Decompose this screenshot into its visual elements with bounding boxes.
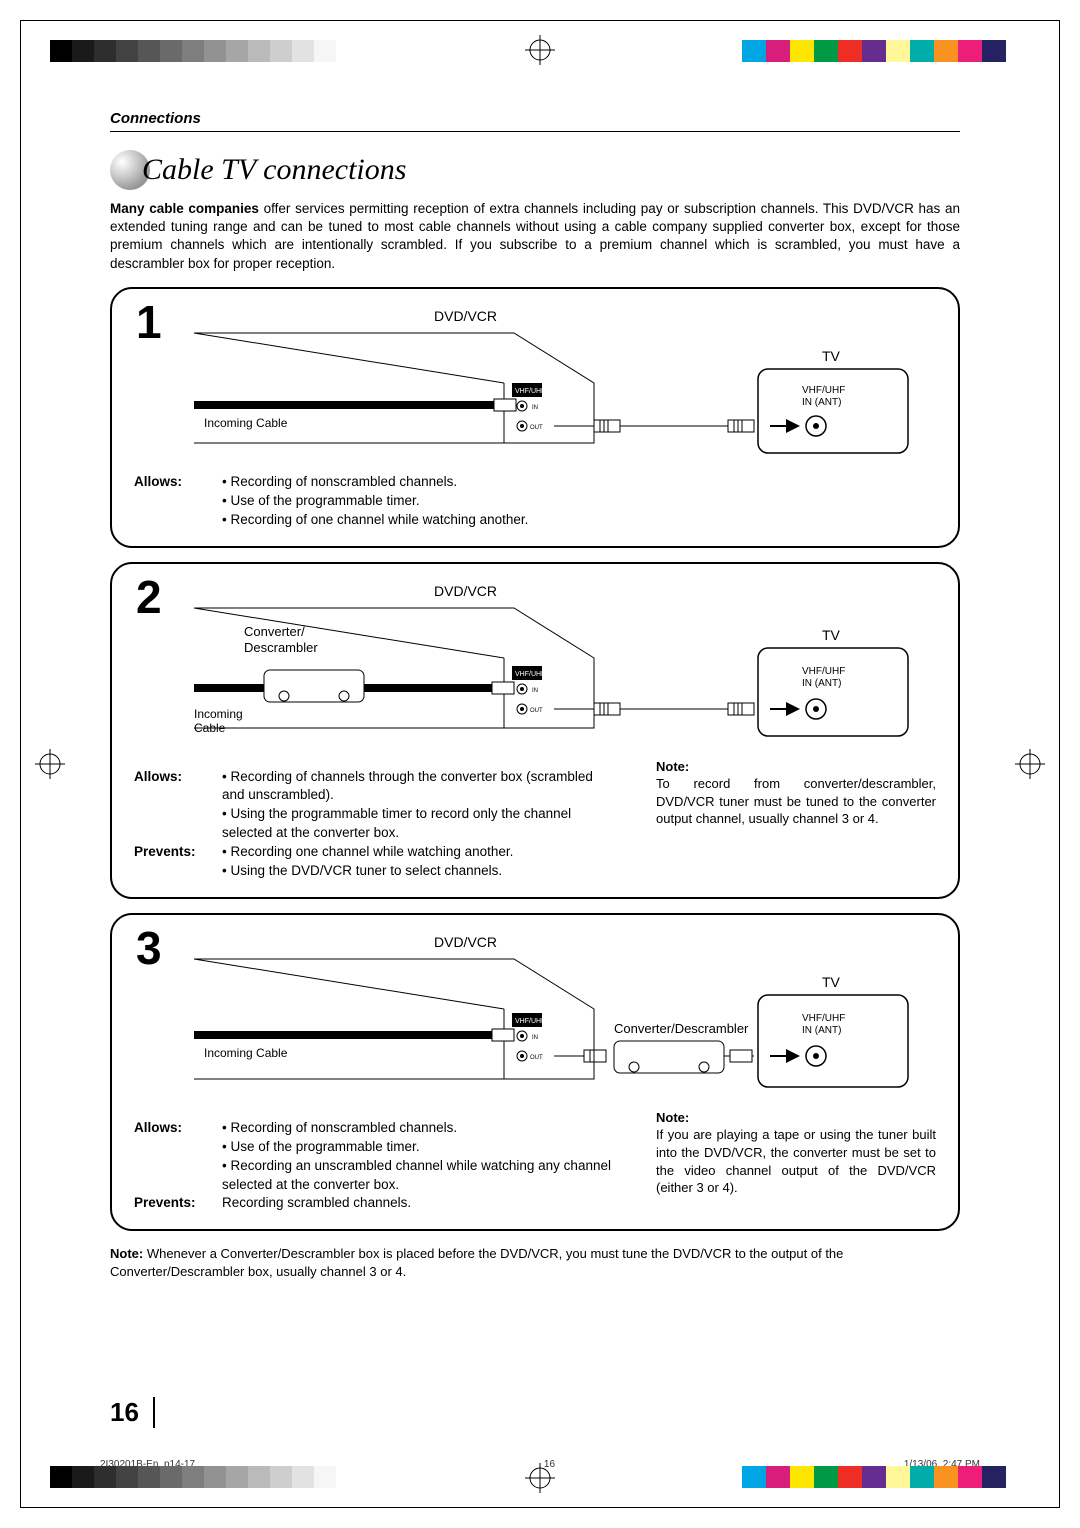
color-bar <box>742 40 1030 62</box>
list-item: Use of the programmable timer. <box>222 492 936 511</box>
list-item: Recording of nonscrambled channels. <box>222 1119 616 1138</box>
svg-text:VHF/UHF: VHF/UHF <box>802 385 845 396</box>
panel-number-3: 3 <box>136 921 162 975</box>
panel-3-note: Note: If you are playing a tape or using… <box>656 1109 936 1213</box>
list-item: Using the DVD/VCR tuner to select channe… <box>222 862 616 881</box>
svg-text:VHF/UHF: VHF/UHF <box>515 671 545 678</box>
allows-label: Allows: <box>134 768 216 844</box>
section-label: Connections <box>110 110 960 132</box>
list-item: Use of the programmable timer. <box>222 1138 616 1157</box>
panel-3-text: Allows: Recording of nonscrambled channe… <box>134 1109 936 1213</box>
list-item: Recording of nonscrambled channels. <box>222 473 936 492</box>
title-row: Cable TV connections <box>110 150 960 190</box>
panel-2: 2 DVD/VCR VHF/UHF IN OUT Converter/ Desc… <box>110 562 960 899</box>
svg-text:TV: TV <box>822 627 841 643</box>
intro-bold: Many cable companies <box>110 201 259 216</box>
note-text: To record from converter/descrambler, DV… <box>656 776 936 826</box>
panel-3-allows: Recording of nonscrambled channels.Use o… <box>222 1119 616 1195</box>
svg-text:Descrambler: Descrambler <box>244 640 318 655</box>
panel-number-1: 1 <box>136 295 162 349</box>
allows-label: Allows: <box>134 473 216 530</box>
reg-mark-top <box>525 35 555 65</box>
bottom-note-bold: Note: <box>110 1246 143 1261</box>
panel-1-allows: Recording of nonscrambled channels.Use o… <box>222 473 936 530</box>
note-label: Note: <box>656 1110 689 1125</box>
page-number: 16 <box>110 1397 155 1428</box>
list-item: Using the programmable timer to record o… <box>222 805 616 843</box>
svg-text:TV: TV <box>822 348 841 364</box>
diagram-2: DVD/VCR VHF/UHF IN OUT Converter/ Descra… <box>134 578 936 748</box>
svg-text:Converter/: Converter/ <box>244 624 305 639</box>
intro-paragraph: Many cable companies offer services perm… <box>110 200 960 273</box>
bottom-note-text: Whenever a Converter/Descrambler box is … <box>110 1246 843 1279</box>
registration-bottom <box>50 1466 1030 1488</box>
svg-text:IN: IN <box>532 1035 538 1041</box>
svg-text:IN (ANT): IN (ANT) <box>802 678 841 689</box>
svg-text:Cable: Cable <box>194 721 226 735</box>
svg-text:Incoming: Incoming <box>194 707 243 721</box>
svg-text:Incoming Cable: Incoming Cable <box>204 416 288 430</box>
svg-text:OUT: OUT <box>530 708 543 714</box>
panel-3-prevents: Recording scrambled channels. <box>222 1194 616 1213</box>
panel-2-note: Note: To record from converter/descrambl… <box>656 758 936 881</box>
allows-label: Allows: <box>134 1119 216 1195</box>
list-item: Recording one channel while watching ano… <box>222 843 616 862</box>
svg-text:Incoming Cable: Incoming Cable <box>204 1046 288 1060</box>
svg-text:IN: IN <box>532 688 538 694</box>
reg-mark-right <box>1015 749 1045 779</box>
diagram-1: DVD/VCR VHF/UHF IN OUT Incoming Cable <box>134 303 936 463</box>
svg-text:IN (ANT): IN (ANT) <box>802 1025 841 1036</box>
panel-number-2: 2 <box>136 570 162 624</box>
bw-bar-bot <box>50 1466 358 1488</box>
svg-text:VHF/UHF: VHF/UHF <box>515 388 545 395</box>
list-item: Recording of one channel while watching … <box>222 511 936 530</box>
svg-text:OUT: OUT <box>530 425 543 431</box>
panel-2-text: Allows: Recording of channels through th… <box>134 758 936 881</box>
reg-mark-left <box>35 749 65 779</box>
svg-text:DVD/VCR: DVD/VCR <box>434 583 497 599</box>
prevents-label: Prevents: <box>134 1194 216 1213</box>
svg-text:IN (ANT): IN (ANT) <box>802 397 841 408</box>
bottom-note: Note: Whenever a Converter/Descrambler b… <box>110 1245 960 1280</box>
list-item: Recording an unscrambled channel while w… <box>222 1157 616 1195</box>
svg-text:DVD/VCR: DVD/VCR <box>434 934 497 950</box>
panel-1: 1 DVD/VCR VHF/UHF IN OUT Incomi <box>110 287 960 548</box>
panel-2-allows: Recording of channels through the conver… <box>222 768 616 844</box>
svg-text:VHF/UHF: VHF/UHF <box>515 1018 545 1025</box>
content-area: Connections Cable TV connections Many ca… <box>110 110 960 1280</box>
prevents-label: Prevents: <box>134 843 216 881</box>
svg-text:VHF/UHF: VHF/UHF <box>802 666 845 677</box>
color-bar-bot <box>742 1466 1030 1488</box>
note-text: If you are playing a tape or using the t… <box>656 1127 936 1195</box>
svg-text:VHF/UHF: VHF/UHF <box>802 1013 845 1024</box>
bw-bar <box>50 40 358 62</box>
svg-text:TV: TV <box>822 974 841 990</box>
note-label: Note: <box>656 759 689 774</box>
svg-text:Converter/Descrambler: Converter/Descrambler <box>614 1021 749 1036</box>
diagram-3: DVD/VCR VHF/UHF IN OUT Incoming Cable <box>134 929 936 1099</box>
panel-3: 3 DVD/VCR VHF/UHF IN OUT Incoming Cable <box>110 913 960 1231</box>
list-item: Recording of channels through the conver… <box>222 768 616 806</box>
svg-text:IN: IN <box>532 405 538 411</box>
panel-1-text: Allows: Recording of nonscrambled channe… <box>134 473 936 530</box>
page-title: Cable TV connections <box>142 153 406 187</box>
dvdvcr-label: DVD/VCR <box>434 308 497 324</box>
panel-2-prevents: Recording one channel while watching ano… <box>222 843 616 881</box>
svg-text:OUT: OUT <box>530 1055 543 1061</box>
